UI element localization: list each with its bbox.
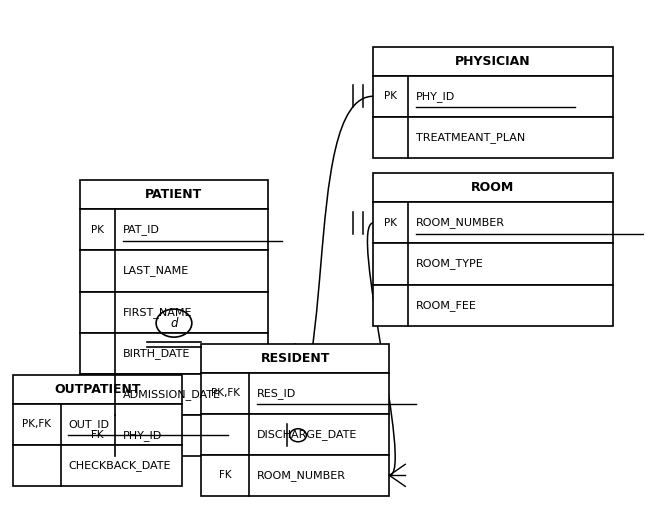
Polygon shape — [201, 414, 389, 455]
Text: ROOM_FEE: ROOM_FEE — [416, 299, 477, 311]
Text: FK: FK — [91, 430, 104, 440]
Text: PHYSICIAN: PHYSICIAN — [455, 55, 531, 67]
Text: d: d — [170, 317, 178, 330]
Text: PHY_ID: PHY_ID — [416, 91, 455, 102]
Text: FIRST_NAME: FIRST_NAME — [122, 307, 192, 317]
Text: ROOM_TYPE: ROOM_TYPE — [416, 259, 484, 269]
Polygon shape — [80, 333, 268, 374]
Polygon shape — [201, 455, 389, 496]
Polygon shape — [80, 374, 268, 415]
Polygon shape — [13, 375, 182, 404]
Polygon shape — [374, 202, 613, 243]
Text: RES_ID: RES_ID — [256, 388, 296, 399]
Polygon shape — [201, 373, 389, 414]
Polygon shape — [374, 285, 613, 326]
Text: FK: FK — [219, 470, 231, 480]
Text: PK,FK: PK,FK — [210, 388, 240, 398]
Text: BIRTH_DATE: BIRTH_DATE — [122, 347, 190, 359]
Text: PAT_ID: PAT_ID — [122, 224, 159, 236]
Text: LAST_NAME: LAST_NAME — [122, 266, 189, 276]
Text: RESIDENT: RESIDENT — [260, 352, 330, 365]
Text: DISCHARGE_DATE: DISCHARGE_DATE — [256, 429, 357, 440]
Polygon shape — [374, 47, 613, 76]
Text: OUT_ID: OUT_ID — [68, 419, 109, 430]
Polygon shape — [201, 343, 389, 373]
Polygon shape — [374, 117, 613, 158]
Polygon shape — [80, 210, 268, 250]
Text: ROOM_NUMBER: ROOM_NUMBER — [416, 218, 505, 228]
Text: ROOM_NUMBER: ROOM_NUMBER — [256, 470, 346, 481]
Polygon shape — [80, 250, 268, 292]
Polygon shape — [80, 180, 268, 210]
Text: PK,FK: PK,FK — [22, 419, 51, 429]
Text: PATIENT: PATIENT — [145, 189, 202, 201]
Polygon shape — [374, 76, 613, 117]
Polygon shape — [374, 243, 613, 285]
Text: ADMISSION_DATE: ADMISSION_DATE — [122, 389, 221, 400]
Polygon shape — [13, 445, 182, 486]
Text: CHECKBACK_DATE: CHECKBACK_DATE — [68, 460, 171, 471]
Text: ROOM: ROOM — [471, 181, 514, 194]
Text: PK: PK — [384, 91, 397, 101]
Text: PHY_ID: PHY_ID — [122, 430, 162, 440]
Text: TREATMEANT_PLAN: TREATMEANT_PLAN — [416, 132, 525, 143]
Text: OUTPATIENT: OUTPATIENT — [54, 383, 141, 396]
Text: PK: PK — [91, 225, 104, 235]
Polygon shape — [80, 415, 268, 456]
Text: PK: PK — [384, 218, 397, 228]
Polygon shape — [374, 173, 613, 202]
Polygon shape — [13, 404, 182, 445]
Polygon shape — [80, 292, 268, 333]
